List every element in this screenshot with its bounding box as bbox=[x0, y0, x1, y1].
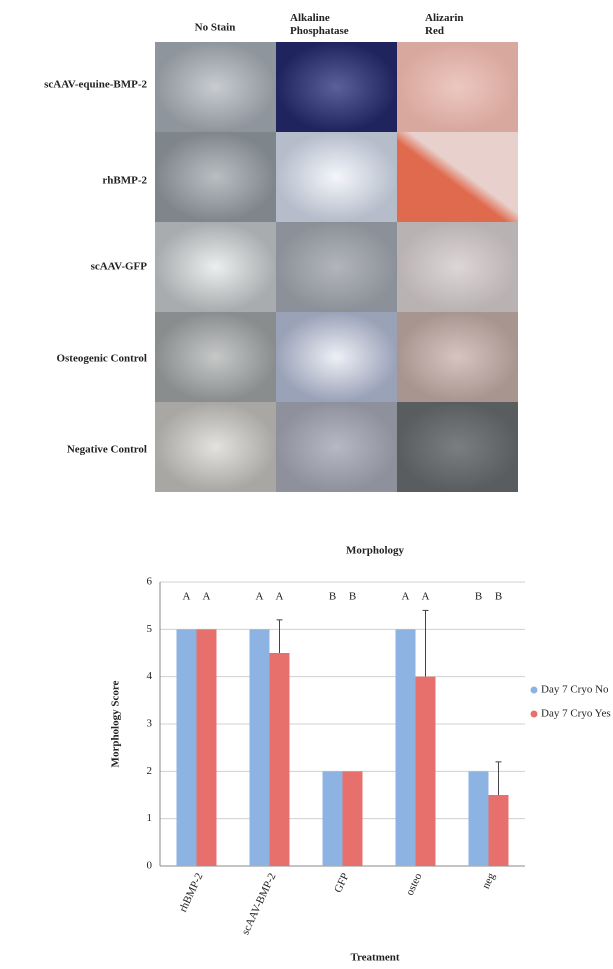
micrograph bbox=[276, 132, 397, 222]
column-header: No Stain bbox=[195, 22, 236, 34]
significance-letter: A bbox=[402, 591, 410, 603]
y-tick-label: 4 bbox=[147, 670, 153, 682]
bar bbox=[416, 677, 436, 866]
y-tick-label: 0 bbox=[147, 860, 153, 872]
bar bbox=[396, 629, 416, 866]
x-tick-label: osteo bbox=[404, 871, 425, 898]
column-header-box: Alizarin Red bbox=[425, 12, 485, 42]
figure: No Stain Alkaline Phosphatase Alizarin R… bbox=[0, 0, 613, 969]
x-tick-label: rhBMP-2 bbox=[177, 871, 205, 914]
row-label: rhBMP-2 bbox=[102, 175, 147, 187]
legend-label: Day 7 Cryo Yes bbox=[541, 708, 611, 720]
bar bbox=[469, 771, 489, 866]
column-header-box: Alkaline Phosphatase bbox=[290, 12, 390, 42]
x-axis-label: Treatment bbox=[350, 952, 399, 964]
row-label: Osteogenic Control bbox=[56, 353, 147, 365]
significance-letter: B bbox=[495, 591, 502, 603]
bar bbox=[250, 629, 270, 866]
y-tick-label: 6 bbox=[147, 576, 153, 588]
y-axis-label: Morphology Score bbox=[110, 680, 122, 767]
legend-marker bbox=[531, 687, 538, 694]
row-label: scAAV-equine-BMP-2 bbox=[44, 79, 147, 91]
significance-letter: A bbox=[422, 591, 430, 603]
y-tick-label: 2 bbox=[147, 765, 153, 777]
micrograph bbox=[397, 312, 518, 402]
micrograph-grid bbox=[155, 42, 518, 492]
bar bbox=[197, 629, 217, 866]
legend-marker bbox=[531, 711, 538, 718]
column-header: Alizarin Red bbox=[425, 12, 485, 38]
micrograph bbox=[397, 42, 518, 132]
significance-letter: A bbox=[256, 591, 264, 603]
bar bbox=[343, 771, 363, 866]
significance-letter: B bbox=[349, 591, 356, 603]
micrograph bbox=[155, 42, 276, 132]
significance-letter: A bbox=[183, 591, 191, 603]
bar bbox=[177, 629, 197, 866]
row-label: scAAV-GFP bbox=[91, 261, 148, 273]
y-tick-label: 1 bbox=[147, 812, 153, 824]
bar bbox=[489, 795, 509, 866]
x-tick-label: scAAV-BMP-2 bbox=[239, 871, 278, 936]
micrograph bbox=[155, 312, 276, 402]
column-header: Alkaline Phosphatase bbox=[290, 12, 390, 38]
y-tick-label: 5 bbox=[147, 623, 153, 635]
significance-letter: A bbox=[203, 591, 211, 603]
x-tick-label: neg bbox=[480, 871, 498, 891]
y-tick-label: 3 bbox=[147, 718, 153, 730]
micrograph bbox=[155, 402, 276, 492]
micrograph bbox=[276, 312, 397, 402]
micrograph bbox=[276, 42, 397, 132]
row-label: Negative Control bbox=[67, 444, 147, 456]
significance-letter: A bbox=[276, 591, 284, 603]
chart-title: Morphology bbox=[346, 545, 405, 557]
micrograph bbox=[276, 222, 397, 312]
micrograph bbox=[397, 402, 518, 492]
legend-label: Day 7 Cryo No bbox=[541, 684, 609, 696]
micrograph bbox=[397, 132, 518, 222]
significance-letter: B bbox=[475, 591, 482, 603]
bar bbox=[323, 771, 343, 866]
micrograph bbox=[276, 402, 397, 492]
micrograph bbox=[397, 222, 518, 312]
x-tick-label: GFP bbox=[332, 871, 351, 894]
micrograph bbox=[155, 132, 276, 222]
micrograph bbox=[155, 222, 276, 312]
bar bbox=[270, 653, 290, 866]
significance-letter: B bbox=[329, 591, 336, 603]
